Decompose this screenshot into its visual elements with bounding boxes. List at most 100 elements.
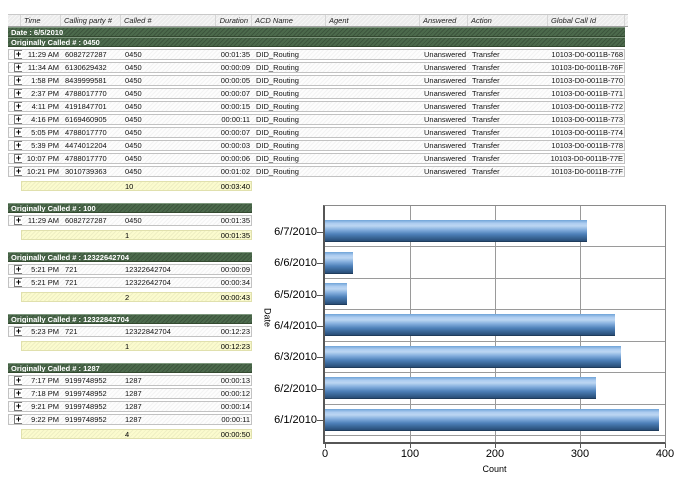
summary-call-count: 4 [125,429,130,439]
cell-called: 0450 [125,141,142,150]
table-row: +9:22 PM 9199748952 1287 00:00:11 [8,414,252,425]
y-tick-label: 6/4/2010 [274,320,317,332]
cell-acd: DID_Routing [256,50,299,59]
table-row: +2:37 PM 4788017770 0450 00:00:07 DID_Routin… [8,88,625,99]
cell-calling: 3010739363 [65,167,107,176]
y-tick-label: 6/3/2010 [274,351,317,364]
table-header: Time Calling party # Called # Duration ACD N… [8,14,628,27]
cell-gcid: 10103-D0-0011B-77F [551,167,623,176]
cell-answered: Unanswered [424,50,467,59]
group-summary-row: 10 00:03:40 [21,181,252,191]
cell-expand: + [9,154,22,163]
chart-bar [325,251,354,274]
date-group-header: Date : 6/5/2010 [8,27,625,37]
cell-acd: DID_Routing [256,63,299,72]
cell-expand: + [9,376,22,385]
group-header-originally-called: Originally Called # : 12322842704 [8,314,252,324]
cell-calling: 4788017770 [65,154,107,163]
cell-calling: 721 [65,265,78,274]
cell-called: 0450 [125,154,142,163]
expand-row-button[interactable]: + [14,216,22,225]
table-row: +7:18 PM 9199748952 1287 00:00:12 [8,388,252,399]
cell-expand: + [9,402,22,411]
cell-answered: Unanswered [424,76,467,85]
table-row: +5:05 PM 4788017770 0450 00:00:07 DID_Routin… [8,127,625,138]
cell-time: 10:07 PM [26,154,59,163]
column-header-answered: Answered [420,15,468,26]
cell-time: 11:34 AM [27,63,59,72]
expand-row-button[interactable]: + [14,89,22,98]
cell-gcid: 10103-D0-0011B-772 [551,102,623,111]
cell-expand: + [9,50,22,59]
cell-duration: 00:00:09 [220,63,250,72]
group-summary-row: 1 00:12:23 [21,341,252,351]
cell-called: 0450 [125,102,142,111]
cell-expand: + [9,265,22,274]
chart-band [325,216,665,248]
cell-calling: 4788017770 [65,89,107,98]
summary-total-duration: 00:01:35 [220,230,250,240]
expand-row-button[interactable]: + [14,115,22,124]
cell-gcid: 10103-D0-0011B-770 [551,76,623,85]
summary-call-count: 10 [125,181,134,191]
cell-expand: + [9,76,22,85]
table-row: +11:29 AM 6082727287 0450 00:01:35 DID_Routi… [8,49,625,60]
table-row: +11:34 AM 6130629432 0450 00:00:09 DID_Routi… [8,62,625,73]
cell-acd: DID_Routing [256,89,299,98]
expand-row-button[interactable]: + [14,389,22,398]
table-row: +4:16 PM 6169460905 0450 00:00:11 DID_Routin… [8,114,625,125]
cell-gcid: 10103-D0-0011B-778 [551,141,623,150]
expand-row-button[interactable]: + [14,128,22,137]
column-header-called: Called # [121,15,216,26]
cell-action: Transfer [472,63,500,72]
cell-time: 7:18 PM [31,389,59,398]
cell-acd: DID_Routing [256,128,299,137]
expand-row-button[interactable]: + [14,76,22,85]
x-tick-mark [665,444,666,448]
table-row: +5:21 PM 721 12322642704 00:00:09 [8,264,252,275]
cell-answered: Unanswered [424,167,467,176]
cell-calling: 8439999581 [65,76,107,85]
table-row: +5:39 PM 4474012204 0450 00:00:03 DID_Routin… [8,140,625,151]
expand-row-button[interactable]: + [14,102,22,111]
cell-expand: + [9,141,22,150]
cell-duration: 00:00:03 [220,141,250,150]
cell-called: 1287 [125,402,142,411]
cell-called: 1287 [125,415,142,424]
cell-gcid: 10103-D0-0011B-768 [551,50,623,59]
x-tick-label: 100 [400,448,420,460]
cell-expand: + [9,89,22,98]
expand-row-button[interactable]: + [14,141,22,150]
summary-total-duration: 00:12:23 [220,341,250,351]
x-tick-mark [495,444,496,448]
cell-time: 9:22 PM [31,415,59,424]
cell-expand: + [9,278,22,287]
cell-expand: + [9,327,22,336]
expand-row-button[interactable]: + [14,63,22,72]
cell-duration: 00:12:23 [220,327,250,336]
column-header-time: Time [21,15,61,26]
column-header-acd-name: ACD Name [252,15,326,26]
summary-total-duration: 00:03:40 [220,181,250,191]
expand-row-button[interactable]: + [14,278,22,287]
table-row: +10:21 PM 3010739363 0450 00:01:02 DID_Routi… [8,166,625,177]
expand-row-button[interactable]: + [14,376,22,385]
cell-duration: 00:00:07 [220,89,250,98]
expand-row-button[interactable]: + [14,415,22,424]
y-tick-label: 6/5/2010 [274,288,317,301]
expand-row-button[interactable]: + [14,265,22,274]
expand-row-button[interactable]: + [14,327,22,336]
x-tick-mark [325,444,326,448]
expand-row-button[interactable]: + [14,402,22,411]
cell-time: 11:29 AM [27,216,59,225]
cell-called: 12322842704 [125,327,171,336]
table-row: +5:21 PM 721 12322642704 00:00:34 [8,277,252,288]
expand-row-button[interactable]: + [14,154,22,163]
table-row: +1:58 PM 8439999581 0450 00:00:05 DID_Routin… [8,75,625,86]
expand-row-button[interactable]: + [14,167,22,176]
cell-time: 7:17 PM [31,376,59,385]
expand-row-button[interactable]: + [14,50,22,59]
cell-time: 4:16 PM [31,115,59,124]
cell-calling: 9199748952 [65,389,107,398]
cell-action: Transfer [472,167,500,176]
